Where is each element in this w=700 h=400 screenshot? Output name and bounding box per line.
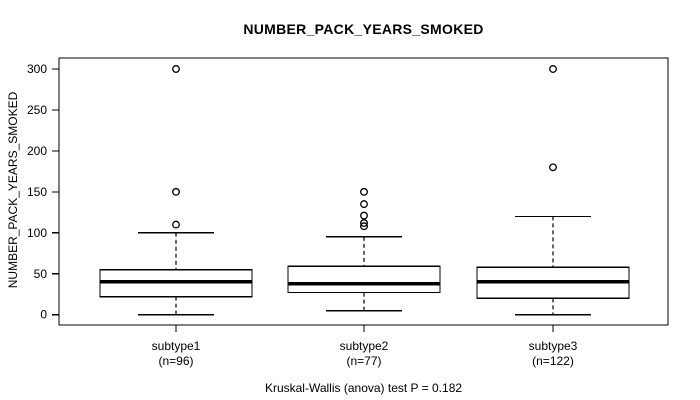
y-tick-label: 100 — [27, 226, 47, 240]
outlier-point — [549, 163, 557, 172]
y-tick-label: 0 — [40, 308, 47, 322]
group-n: (n=122) — [532, 354, 574, 368]
iqr-box — [287, 265, 441, 294]
outlier-point — [360, 211, 368, 220]
group-n: (n=77) — [346, 354, 382, 368]
y-tick-label: 300 — [27, 62, 47, 76]
chart-title: NUMBER_PACK_YEARS_SMOKED — [243, 21, 484, 37]
outlier-point — [549, 65, 557, 73]
y-tick-label: 200 — [27, 144, 47, 158]
y-tick-label: 150 — [27, 185, 47, 199]
x-tick-label-subtype3: subtype3 (n=122) — [473, 339, 633, 369]
outlier-point — [360, 200, 368, 209]
x-tick-label-subtype1: subtype1 (n=96) — [96, 339, 256, 369]
outlier-point — [360, 222, 368, 231]
outlier-point — [360, 187, 368, 196]
outlier-point — [172, 220, 180, 229]
outlier-point — [360, 219, 368, 227]
group-name: subtype3 — [528, 339, 578, 353]
outlier-point — [172, 187, 180, 196]
group-name: subtype2 — [339, 339, 389, 353]
kruskal-wallis-annotation: Kruskal-Wallis (anova) test P = 0.182 — [264, 381, 463, 395]
group-n: (n=96) — [158, 354, 194, 368]
y-tick-label: 50 — [34, 267, 48, 281]
x-tick-label-subtype2: subtype2 (n=77) — [284, 339, 444, 369]
outlier-point — [172, 65, 180, 73]
group-name: subtype1 — [151, 339, 201, 353]
y-tick-label: 250 — [27, 103, 47, 117]
